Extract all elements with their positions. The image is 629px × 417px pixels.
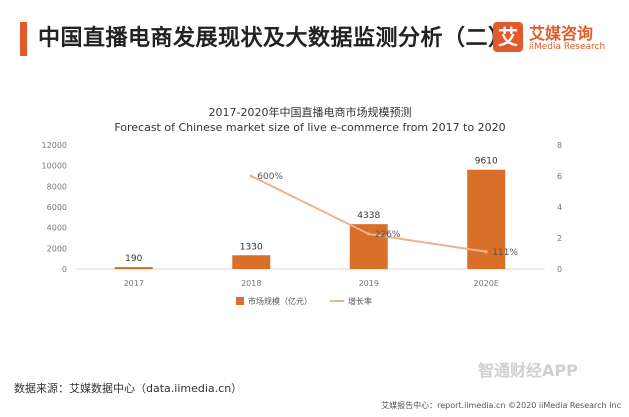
growth-point-2019 xyxy=(367,232,371,236)
x-tick-label: 2017 xyxy=(124,279,144,288)
watermark-text: 智通财经APP xyxy=(478,361,578,380)
y-tick-label: 6000 xyxy=(47,203,67,212)
y2-tick-label: 0 xyxy=(557,265,562,274)
bar-data-label: 9610 xyxy=(475,157,498,167)
x-tick-label: 2019 xyxy=(359,279,379,288)
bar-2018 xyxy=(232,255,271,269)
growth-point-2018 xyxy=(249,174,253,178)
y2-tick-label: 6 xyxy=(557,172,562,181)
y2-tick-label: 4 xyxy=(557,203,562,212)
logo-english-name: iiMedia Research xyxy=(529,42,606,52)
footer: 艾媒报告中心：report.iimedia.cn ©2020 iiMedia R… xyxy=(381,400,621,411)
y-tick-label: 0 xyxy=(62,265,67,274)
growth-data-label: 600% xyxy=(257,172,283,182)
brand-logo: 艾 艾媒咨询 iiMedia Research xyxy=(493,20,613,60)
y-tick-label: 4000 xyxy=(47,224,67,233)
y-tick-label: 2000 xyxy=(47,244,67,253)
legend-bar-label: 市场规模（亿元） xyxy=(248,296,312,306)
page-title: 中国直播电商发展现状及大数据监测分析（二） xyxy=(38,26,511,51)
y2-tick-label: 8 xyxy=(557,141,562,150)
logo-chinese-name: 艾媒咨询 xyxy=(529,24,594,43)
x-tick-label: 2018 xyxy=(241,279,261,288)
growth-data-label: 226% xyxy=(375,230,401,240)
chart-title: 2017-2020年中国直播电商市场规模预测 xyxy=(209,105,412,119)
y-tick-label: 12000 xyxy=(42,141,67,150)
bar-2017 xyxy=(114,267,153,269)
bar-data-label: 4338 xyxy=(357,211,380,221)
footer-text: 艾媒报告中心：report.iimedia.cn ©2020 iiMedia R… xyxy=(381,401,621,410)
bar-data-label: 190 xyxy=(125,254,142,264)
title-accent-bar xyxy=(20,22,27,56)
data-source: 数据来源：艾媒数据中心（data.iimedia.cn） xyxy=(14,382,243,395)
y-tick-label: 10000 xyxy=(42,162,67,171)
growth-data-label: 111% xyxy=(492,248,518,258)
logo-mark-icon: 艾 xyxy=(493,22,523,52)
y2-tick-label: 2 xyxy=(557,234,562,243)
growth-point-2020E xyxy=(484,250,488,254)
legend-line-label: 增长率 xyxy=(348,296,372,306)
x-tick-label: 2020E xyxy=(474,279,499,288)
bar-data-label: 1330 xyxy=(240,242,263,252)
legend-bar-swatch xyxy=(236,297,244,305)
chart-subtitle: Forecast of Chinese market size of live … xyxy=(114,121,505,134)
y-tick-label: 8000 xyxy=(47,182,67,191)
bar-2019 xyxy=(349,224,388,269)
